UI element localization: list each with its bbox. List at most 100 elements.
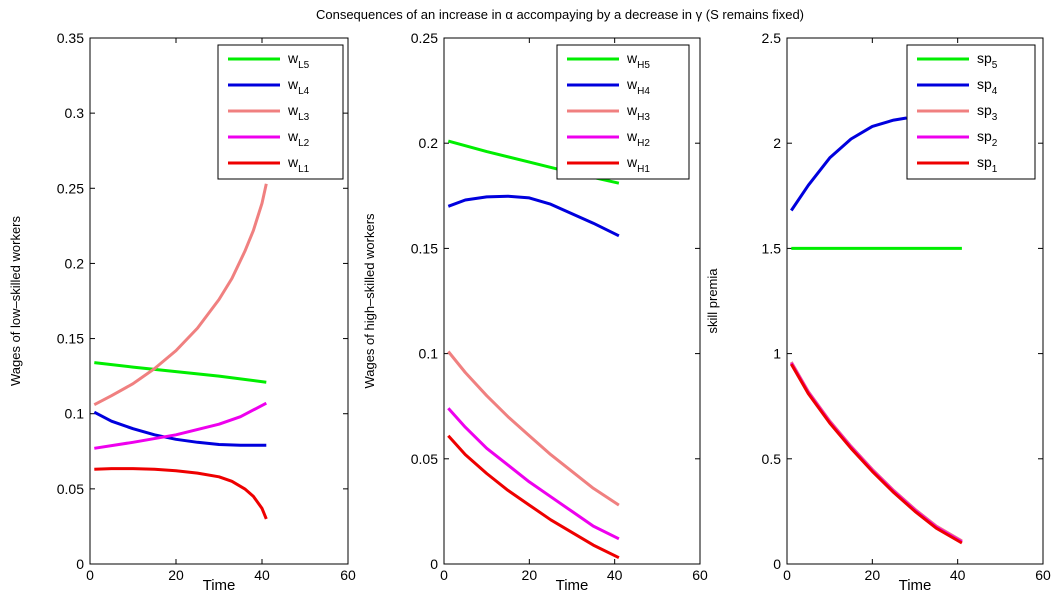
series-line-w-L3 [93, 183, 268, 407]
legend-entry: sp1 [977, 154, 998, 175]
legend-entry-name: w [287, 128, 299, 144]
y-tick-label: 0.05 [57, 481, 84, 497]
x-tick-label: 60 [1035, 567, 1051, 583]
axes-box [89, 37, 349, 565]
legend-entry-subscript: H5 [637, 60, 650, 71]
x-axis-label: Time [203, 577, 236, 594]
legend-entry: wH2 [626, 128, 650, 149]
legend-entry-subscript: H4 [637, 86, 650, 97]
x-axis-label: Time [899, 577, 932, 594]
series-line-sp-4 [790, 116, 907, 212]
series-line-w-L2 [94, 401, 267, 450]
y-tick-label: 2.5 [762, 30, 782, 46]
legend-entry-subscript: H2 [637, 138, 650, 149]
legend-entry-subscript: 4 [992, 86, 998, 97]
legend-entry-subscript: 5 [992, 60, 998, 71]
y-tick-label: 0 [76, 556, 84, 572]
legend-entry: sp2 [977, 128, 998, 149]
legend-entry-name: sp [977, 128, 992, 144]
legend-entry-subscript: L4 [298, 86, 310, 97]
legend-entry-subscript: 3 [992, 112, 998, 123]
y-axis-label: Wages of high–skilled workers [362, 213, 377, 389]
legend-entry-subscript: H3 [637, 112, 650, 123]
legend-entry: sp3 [977, 102, 998, 123]
legend-entry-subscript: 1 [992, 164, 998, 175]
series-line-sp-2 [790, 362, 963, 544]
y-tick-label: 0.5 [762, 451, 782, 467]
legend-entry-name: w [626, 50, 638, 66]
y-tick-label: 1.5 [762, 240, 782, 256]
legend-entry: wL3 [287, 102, 310, 123]
y-tick-label: 2 [773, 135, 781, 151]
y-tick-label: 1 [773, 346, 781, 362]
y-tick-label: 0.3 [65, 105, 85, 121]
legend-entry-name: w [287, 76, 299, 92]
x-tick-label: 60 [692, 567, 708, 583]
x-tick-label: 20 [522, 567, 538, 583]
y-tick-label: 0.2 [419, 135, 439, 151]
series-line-w-L1 [94, 467, 268, 520]
legend-entry: wL1 [287, 154, 310, 175]
y-tick-label: 0.2 [65, 255, 85, 271]
legend-entry-subscript: L1 [298, 164, 310, 175]
y-tick-label: 0.15 [411, 240, 438, 256]
x-tick-label: 40 [254, 567, 270, 583]
legend-entry-name: sp [977, 76, 992, 92]
legend-entry-name: w [287, 154, 299, 170]
legend-entry-subscript: L3 [298, 112, 310, 123]
x-tick-label: 0 [440, 567, 448, 583]
y-tick-label: 0.25 [411, 30, 438, 46]
figure-suptitle: Consequences of an increase in α accompa… [316, 7, 804, 22]
legend-entry-name: w [626, 128, 638, 144]
legend-entry: wH5 [626, 50, 650, 71]
legend-entry-subscript: H1 [637, 164, 650, 175]
series-line-w-H4 [447, 194, 620, 238]
legend-entry-subscript: 2 [992, 138, 998, 149]
y-tick-label: 0.35 [57, 30, 84, 46]
legend-entry-name: w [626, 76, 638, 92]
y-tick-label: 0.25 [57, 180, 84, 196]
legend-entry-subscript: L2 [298, 138, 310, 149]
legend-entry-subscript: L5 [298, 60, 310, 71]
axes-box [786, 37, 1044, 565]
legend-entry: wL2 [287, 128, 310, 149]
legend-entry-name: w [287, 50, 299, 66]
panel-1: 0 20 40 60 0 0.05 0.1 0.15 0.2 0.25 0.3 0.35 Time Wag… [8, 30, 356, 594]
y-tick-label: 0 [773, 556, 781, 572]
x-tick-label: 40 [950, 567, 966, 583]
y-tick-label: 0.1 [65, 406, 85, 422]
legend-entry: wH1 [626, 154, 650, 175]
x-tick-label: 0 [86, 567, 94, 583]
x-tick-label: 20 [865, 567, 881, 583]
x-axis-label: Time [556, 577, 589, 594]
legend-entry: wL4 [287, 76, 310, 97]
axes-box [443, 37, 701, 565]
legend-entry: wH4 [626, 76, 650, 97]
x-tick-label: 40 [607, 567, 623, 583]
y-axis-label: skill premia [705, 268, 720, 334]
y-tick-label: 0.1 [419, 346, 439, 362]
x-tick-label: 0 [783, 567, 791, 583]
legend-entry: sp4 [977, 76, 998, 97]
series-line-w-L5 [94, 361, 267, 384]
panel-2: 0 20 40 60 0 0.05 0.1 0.15 0.2 0.25 Time Wages of h… [362, 30, 708, 594]
series-line-sp-1 [790, 363, 963, 545]
legend-entry-name: sp [977, 102, 992, 118]
series-line-w-H1 [447, 434, 620, 560]
x-tick-label: 20 [168, 567, 184, 583]
y-tick-label: 0 [430, 556, 438, 572]
legend-entry-name: sp [977, 154, 992, 170]
legend-entry: wL5 [287, 50, 310, 71]
legend-entry: sp5 [977, 50, 998, 71]
series-line-w-L4 [93, 410, 267, 447]
legend-entry: wH3 [626, 102, 650, 123]
y-tick-label: 0.05 [411, 451, 438, 467]
series-line-w-H2 [447, 407, 620, 541]
legend-entry-name: sp [977, 50, 992, 66]
legend-entry-name: w [626, 102, 638, 118]
